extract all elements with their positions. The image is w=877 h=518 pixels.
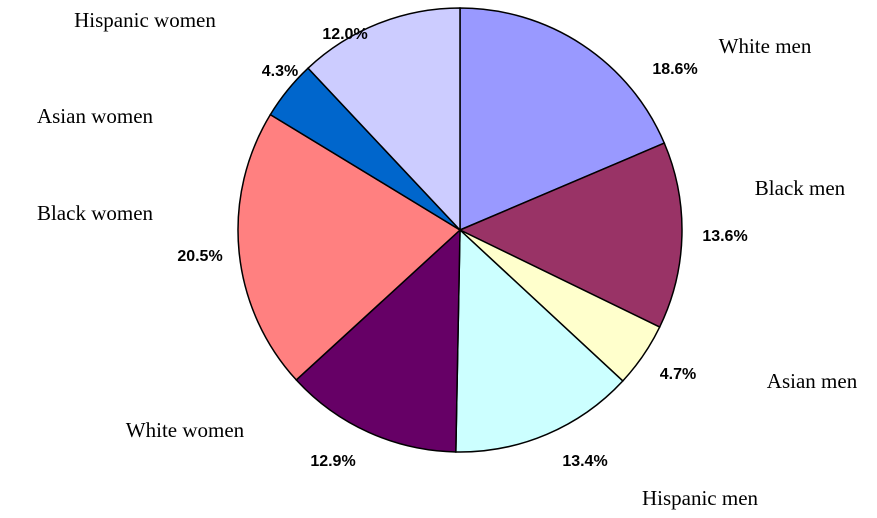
value-label: 4.3% [262,63,298,80]
value-label: 13.6% [702,228,747,245]
pie-slice [455,228,624,453]
pie-slice [237,113,462,381]
value-label: 4.7% [660,366,696,383]
category-label: Asian women [37,104,154,128]
value-label: 12.9% [310,453,355,470]
category-label: Black women [37,201,154,225]
value-label: 18.6% [652,61,697,78]
category-label: White men [719,34,812,58]
value-label: 12.0% [322,26,367,43]
value-label: 13.4% [562,453,607,470]
pie-slice [459,7,666,232]
category-label: White women [126,418,245,442]
category-label: Hispanic men [642,486,759,510]
pie-slice [295,228,461,453]
category-label: Hispanic women [74,8,216,32]
pie-slice [306,7,461,232]
pie-slice [458,142,683,329]
category-label: Black men [755,176,846,200]
value-label: 20.5% [177,248,222,265]
category-label: Asian men [767,369,858,393]
